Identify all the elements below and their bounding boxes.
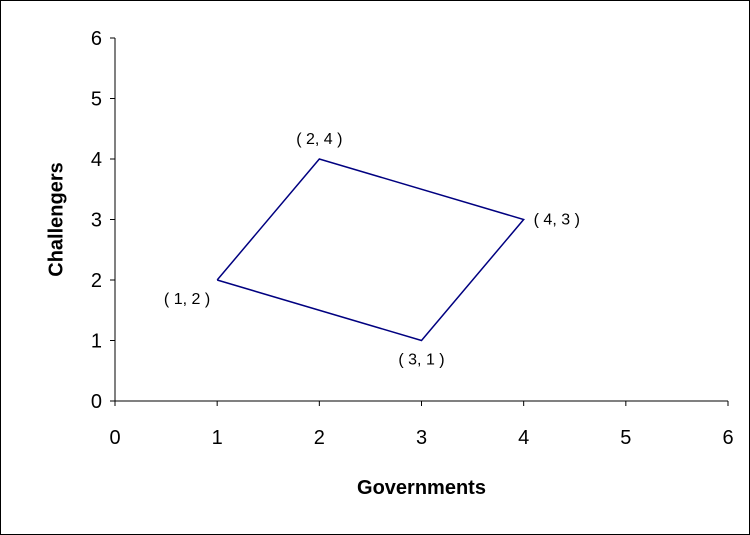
x-tick-label: 0: [109, 427, 120, 449]
series: [216, 158, 525, 342]
ticks: 0 1 2 3 4 5 6 0 1 2 3 4 5 6: [91, 28, 734, 449]
point-labels: ( 1, 2 ) ( 2, 4 ) ( 4, 3 ) ( 3, 1 ): [164, 131, 580, 369]
x-tick-label: 5: [620, 427, 631, 449]
y-axis-title: Challengers: [45, 162, 67, 276]
y-tick-label: 1: [91, 331, 102, 353]
x-tick-label: 3: [416, 427, 427, 449]
y-tick-label: 4: [91, 149, 102, 171]
x-tick-label: 6: [722, 427, 733, 449]
y-tick-label: 0: [91, 391, 102, 413]
y-tick-label: 2: [91, 270, 102, 292]
y-tick-label: 5: [91, 89, 102, 111]
y-tick-label: 3: [91, 210, 102, 232]
y-tick-label: 6: [91, 28, 102, 50]
x-tick-label: 2: [314, 427, 325, 449]
axes: [114, 38, 728, 402]
series-line: [216, 158, 525, 342]
data-point-label: ( 3, 1 ): [398, 352, 444, 369]
x-tick-label: 1: [212, 427, 223, 449]
x-axis-title: Governments: [357, 477, 486, 499]
x-tick-label: 4: [518, 427, 529, 449]
data-point-label: ( 4, 3 ): [534, 212, 580, 229]
data-point-label: ( 1, 2 ): [164, 291, 210, 308]
data-point-label: ( 2, 4 ): [296, 131, 342, 148]
